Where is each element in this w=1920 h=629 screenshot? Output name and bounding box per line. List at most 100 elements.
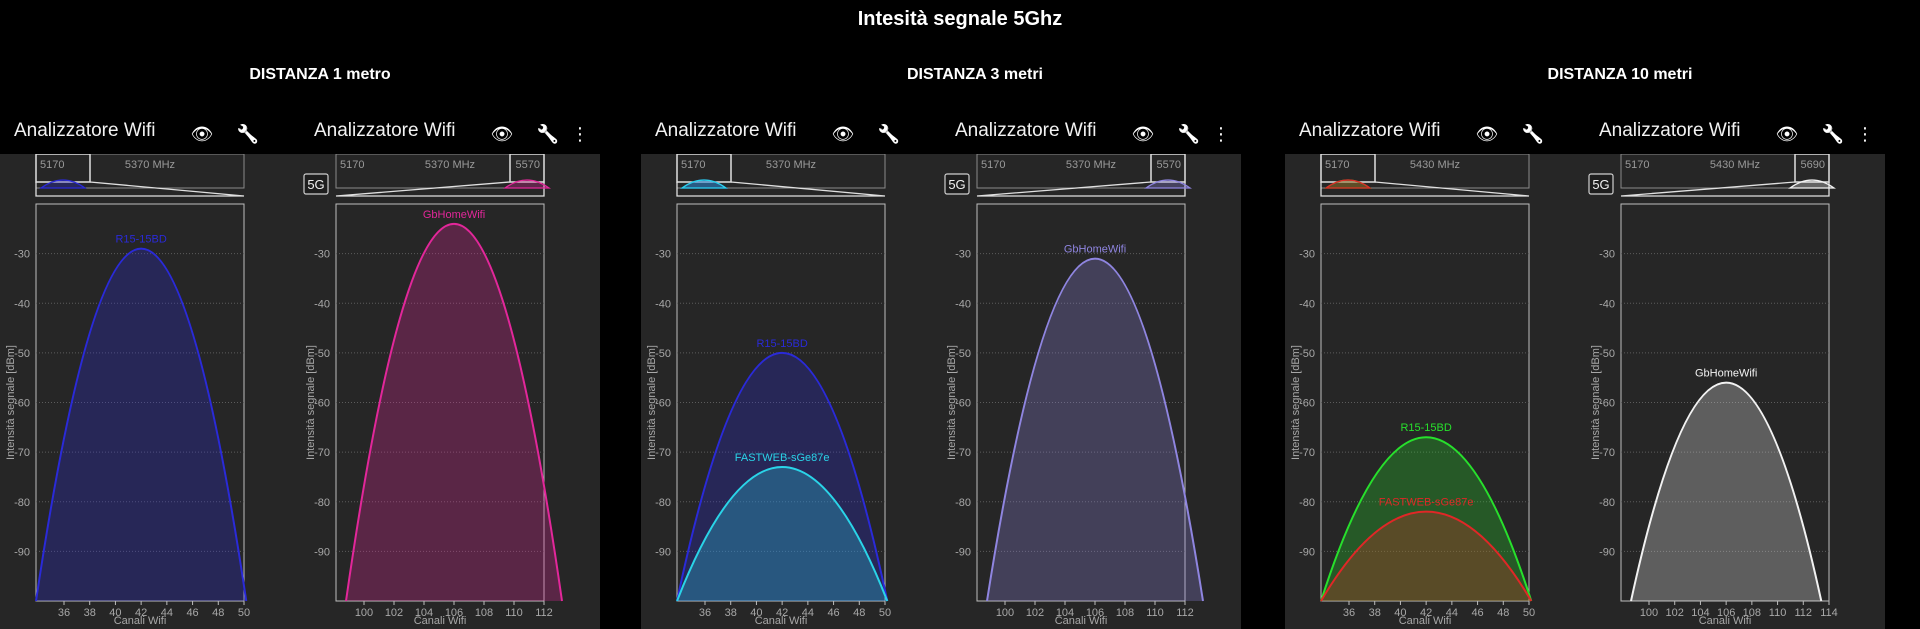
x-tick-label: 112 [1176,607,1194,619]
network-label: R15-15BD [756,338,807,350]
eye-icon[interactable]: 👁 [831,123,855,144]
app-bar: Analizzatore Wifi 👁 🔧 [0,112,300,154]
column-heading-3m: DISTANZA 3 metri [906,66,1043,83]
y-tick-label: -80 [14,497,30,509]
signal-curve [1630,381,1823,602]
band-badge [1588,173,1614,195]
overview-zoom-bracket [35,181,245,197]
overview-end-label: 5570 [516,159,540,171]
x-tick-label: 104 [1691,607,1709,619]
overview-start-label: 5170 [40,159,64,171]
y-tick-label: -80 [314,497,330,509]
signal-chart: 5170 5370 MHz -30 -40 -50 -60 -70 -80 -90 36 38 40 4… [646,154,891,627]
x-tick-label: 50 [1523,607,1535,619]
overview-selection [509,154,545,183]
overview-start-label: 5170 [1325,159,1349,171]
wrench-icon[interactable]: 🔧 [236,123,260,144]
wrench-icon[interactable]: 🔧 [1177,123,1201,144]
x-axis-label: Canali Wifi [1699,615,1752,627]
band-label: 5G [948,177,965,192]
wrench-icon[interactable]: 🔧 [536,123,560,144]
y-axis-label: Intensità segnale [dBm] [5,345,17,460]
wifi-analyzer-screen: Analizzatore Wifi 👁 🔧 ⋮ 5170 5370 MHz 5570 5G -3… [941,112,1241,629]
x-axis-label: Canali Wifi [755,615,808,627]
x-tick-label: 48 [212,607,224,619]
eye-icon[interactable]: 👁 [1475,123,1499,144]
overview-center-label: 5370 MHz [1066,159,1116,171]
overview-zoom-bracket [335,181,545,197]
y-tick-label: -60 [314,398,330,410]
y-tick-label: -60 [1299,398,1315,410]
y-tick-label: -50 [655,348,671,360]
wrench-icon[interactable]: 🔧 [1821,123,1845,144]
app-title: Analizzatore Wifi [1599,120,1741,141]
x-tick-label: 50 [238,607,250,619]
eye-icon[interactable]: 👁 [190,123,214,144]
y-tick-label: -80 [655,497,671,509]
x-tick-label: 38 [1369,607,1381,619]
y-tick-label: -30 [14,249,30,261]
y-tick-label: -40 [655,298,671,310]
x-tick-label: 38 [725,607,737,619]
eye-icon[interactable]: 👁 [1131,123,1155,144]
eye-icon[interactable]: 👁 [1775,123,1799,144]
overview-selection [1320,154,1376,183]
x-tick-label: 40 [1394,607,1406,619]
y-tick-label: -70 [655,447,671,459]
y-tick-label: -90 [314,546,330,558]
x-tick-label: 102 [1026,607,1044,619]
overview-center-label: 5370 MHz [425,159,475,171]
more-vert-icon[interactable]: ⋮ [571,123,589,144]
overview-selection [1794,154,1830,183]
wrench-icon[interactable]: 🔧 [877,123,901,144]
y-axis-label: Intensità segnale [dBm] [646,345,658,460]
signal-curve [1320,510,1533,602]
network-label: R15-15BD [115,234,166,246]
y-tick-label: -90 [1599,546,1615,558]
y-axis-label: Intensità segnale [dBm] [1590,345,1602,460]
y-tick-label: -50 [1299,348,1315,360]
app-bar: Analizzatore Wifi 👁 🔧 ⋮ [300,112,600,154]
network-label: GbHomeWifi [1695,368,1757,380]
overview-end-label: 5690 [1801,159,1825,171]
x-tick-label: 106 [1086,607,1104,619]
more-vert-icon[interactable]: ⋮ [1212,123,1230,144]
x-tick-label: 110 [1769,607,1787,619]
x-tick-label: 38 [84,607,96,619]
y-tick-label: -90 [655,546,671,558]
y-tick-label: -90 [1299,546,1315,558]
overview-start-label: 5170 [340,159,364,171]
overview-start-label: 5170 [1625,159,1649,171]
x-tick-label: 50 [879,607,891,619]
signal-curve [1320,436,1533,602]
network-label: FASTWEB-sGe87e [735,452,830,464]
column-heading-1m: DISTANZA 1 metro [249,66,391,83]
y-tick-label: -70 [955,447,971,459]
overview-start-label: 5170 [681,159,705,171]
overview-curve [679,179,729,189]
overview-curve [38,179,88,189]
wrench-icon[interactable]: 🔧 [1521,123,1545,144]
signal-chart: 5170 5370 MHz 5570 5G -30 -40 -50 -60 -70 -80 -90 1… [303,154,563,627]
app-title: Analizzatore Wifi [1299,120,1441,141]
eye-icon[interactable]: 👁 [490,123,514,144]
x-axis-label: Canali Wifi [1399,615,1452,627]
wifi-analyzer-screen: Analizzatore Wifi 👁 🔧 ⋮ 5170 5430 MHz 5690 5G -3… [1585,112,1885,629]
x-tick-label: 46 [1471,607,1483,619]
overview-curve [1787,179,1837,189]
app-bar: Analizzatore Wifi 👁 🔧 [1285,112,1585,154]
signal-curve [345,223,563,602]
wifi-analyzer-screen: Analizzatore Wifi 👁 🔧 5170 5370 MHz -30 -40 -50… [641,112,941,629]
x-tick-label: 48 [853,607,865,619]
y-axis-label: Intensità segnale [dBm] [1290,345,1302,460]
signal-chart: 5170 5370 MHz 5570 5G -30 -40 -50 -60 -70 -80 -90 1… [944,154,1204,627]
y-tick-label: -50 [1599,348,1615,360]
more-vert-icon[interactable]: ⋮ [1856,123,1874,144]
network-label: GbHomeWifi [1064,244,1126,256]
y-tick-label: -80 [1299,497,1315,509]
app-bar: Analizzatore Wifi 👁 🔧 ⋮ [1585,112,1885,154]
overview-curve [1143,179,1193,189]
y-tick-label: -30 [1299,249,1315,261]
signal-curve [676,466,889,602]
overview-zoom-bracket [1320,181,1530,197]
